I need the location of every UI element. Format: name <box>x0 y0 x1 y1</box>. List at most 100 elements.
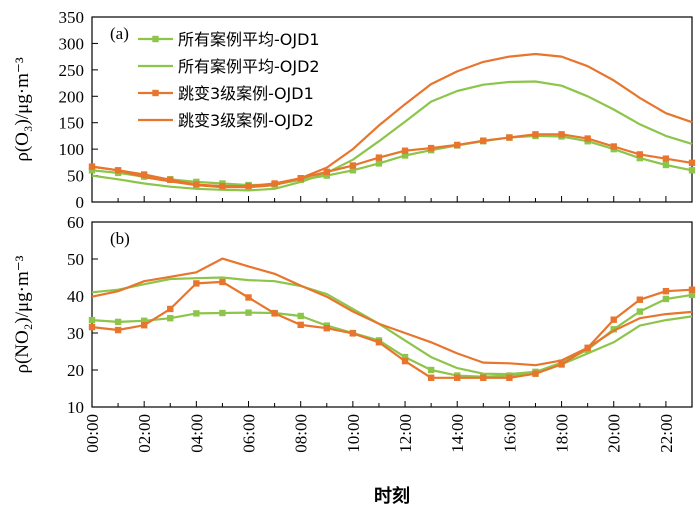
no2-series-line-3 <box>91 280 693 379</box>
o3-series-3-point <box>88 163 96 170</box>
panel-no2-label: (b) <box>110 229 130 248</box>
no2-series-3-point <box>688 286 696 293</box>
o3-series-1-point <box>323 172 330 179</box>
x-tick-label: 06:00 <box>240 414 259 453</box>
x-tick-label: 08:00 <box>292 414 311 453</box>
o3-series-3-point <box>140 171 148 178</box>
y-tick-label: 20 <box>67 361 84 380</box>
legend-label-1: 所有案例平均-OJD1 <box>178 30 320 49</box>
legend: 所有案例平均-OJD1 所有案例平均-OJD2 跳变3级案例-OJD1 跳变3级… <box>138 30 320 130</box>
o3-series-3-point <box>323 168 330 176</box>
x-tick-label: 12:00 <box>396 414 415 453</box>
o3-series-3-point <box>454 141 461 149</box>
x-tick-label: 20:00 <box>605 414 624 453</box>
no2-series-1-point <box>193 310 200 317</box>
no2-series-3-point <box>636 296 644 303</box>
o3-series-1-point <box>688 167 696 174</box>
o3-series-3-point <box>532 131 539 138</box>
o3-series-3-point <box>506 134 513 141</box>
panel-o3: 0 50 100 150 200 250 300 350 (a) 所有案例平均-OJD1 所有… <box>12 8 696 212</box>
no2-series-1-point <box>245 309 252 316</box>
no2-series-1-point <box>167 315 174 322</box>
y-tick-label: 10 <box>67 398 84 417</box>
o3-series-1-point <box>349 167 357 174</box>
legend-entry-3: 跳变3级案例-OJD1 <box>138 84 314 103</box>
o3-series-1-point <box>375 160 383 167</box>
no2-series-3-point <box>375 339 383 346</box>
legend-marker-1 <box>152 35 159 43</box>
o3-series-line-4 <box>91 52 693 189</box>
no2-series-3-point <box>610 316 617 323</box>
o3-series-3-point <box>688 159 696 167</box>
o3-series-3-point <box>375 154 383 161</box>
o3-series-3-point <box>167 176 174 183</box>
no2-series-1-point <box>114 318 122 326</box>
no2-series-1-point <box>688 291 696 299</box>
no2-series-3-point <box>245 294 252 301</box>
legend-entry-1: 所有案例平均-OJD1 <box>138 30 320 49</box>
o3-series-3-point <box>610 143 617 150</box>
o3-series-1-point <box>88 167 96 174</box>
o3-series-3-point <box>480 137 487 144</box>
no2-series-1-point <box>401 353 409 361</box>
x-tick-label: 10:00 <box>344 414 363 453</box>
x-tick-label: 00:00 <box>83 414 102 453</box>
no2-series-1-point <box>297 312 304 320</box>
no2-series-3-point <box>454 374 461 381</box>
x-tick-label: 22:00 <box>657 414 676 453</box>
o3-series-3-point <box>558 131 565 138</box>
o3-series-line-2 <box>91 80 693 192</box>
y-tick-label: 250 <box>59 61 85 80</box>
o3-series-3-point <box>401 147 409 154</box>
no2-series-3-point <box>88 323 96 331</box>
legend-entry-4: 跳变3级案例-OJD2 <box>138 111 314 130</box>
no2-series-3-point <box>506 374 513 381</box>
x-tick-label: 02:00 <box>135 414 154 453</box>
no2-series-3-point <box>558 361 565 368</box>
no2-series-1-point <box>88 316 96 324</box>
y-tick-label: 100 <box>59 140 85 159</box>
no2-series-3-point <box>349 330 357 337</box>
legend-label-3: 跳变3级案例-OJD1 <box>178 84 314 103</box>
y-tick-label: 40 <box>67 287 84 306</box>
no2-series-1-point <box>636 308 644 315</box>
y-tick-label: 300 <box>59 34 85 53</box>
x-tick-label: 14:00 <box>448 414 467 453</box>
x-tick-label: 16:00 <box>500 414 519 453</box>
no2-series-1-point <box>219 309 226 317</box>
o3-series-1-point <box>401 152 409 159</box>
no2-series-3-point <box>427 374 435 381</box>
no2-series-line-1 <box>91 293 693 378</box>
panel-o3-label: (a) <box>110 24 129 43</box>
o3-series-3-point <box>662 155 670 162</box>
o3-series-1-point <box>636 154 644 162</box>
legend-label-2: 所有案例平均-OJD2 <box>178 57 320 76</box>
no2-series-line-2 <box>91 276 693 376</box>
no2-series-3-point <box>193 280 200 287</box>
no2-series-3-point <box>219 278 226 286</box>
no2-series-3-point <box>167 305 174 313</box>
no2-series-3-point <box>323 324 330 332</box>
x-tick-label: 04:00 <box>187 414 206 453</box>
no2-series-3-point <box>140 322 148 329</box>
no2-series-3-point <box>532 370 539 377</box>
no2-series-3-point <box>297 321 304 329</box>
x-tick-label: 18:00 <box>553 414 572 453</box>
o3-series-3-point <box>271 180 278 187</box>
y-tick-label: 60 <box>67 213 84 232</box>
legend-marker-3 <box>152 89 159 97</box>
o3-series-1-point <box>662 161 670 169</box>
no2-series-1-point <box>662 295 670 303</box>
no2-series-line-4 <box>91 257 693 367</box>
no2-series-1-point <box>427 366 435 374</box>
no2-series-3-point <box>271 310 278 317</box>
o3-series-line-1 <box>91 134 693 187</box>
panel-no2-ylabel: ρ(NO₂)/μg·m⁻³ <box>12 255 33 373</box>
o3-series-3-point <box>427 144 435 152</box>
o3-series-3-point <box>584 135 591 142</box>
y-tick-label: 50 <box>67 167 84 186</box>
y-tick-label: 350 <box>59 8 85 27</box>
panel-no2: 10 20 30 40 50 60 (b) ρ(NO₂)/μg·m⁻³ <box>12 213 696 417</box>
y-tick-label: 50 <box>67 250 84 269</box>
